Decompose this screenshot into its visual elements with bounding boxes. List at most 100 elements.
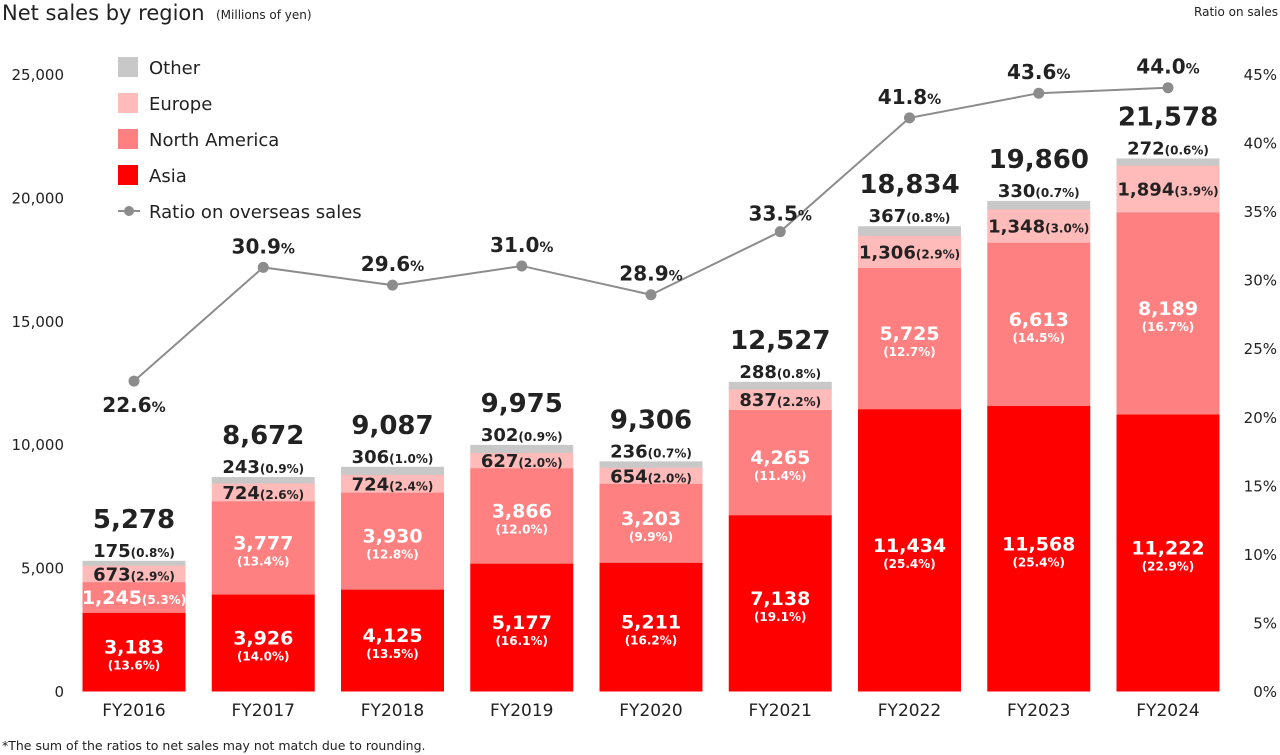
ratio-label: 28.9% <box>619 262 682 286</box>
bar-segment-asia <box>728 514 832 692</box>
bar-segment-north-america <box>211 500 315 595</box>
bar-segment-other <box>470 444 574 453</box>
segment-ratio-label: (25.4%) <box>883 557 936 571</box>
ratio-label: 43.6% <box>1007 60 1070 84</box>
segment-value-label: 5,177 <box>492 612 552 634</box>
legend-swatch <box>118 165 138 185</box>
segment-ratio-label: (16.2%) <box>625 634 678 648</box>
x-category-label: FY2022 <box>878 701 941 721</box>
bar-segment-europe <box>82 565 186 583</box>
segment-value-label: 654(2.0%) <box>610 466 692 487</box>
bar-segment-europe <box>987 209 1091 243</box>
left-axis: 0 5,000 10,000 15,000 20,000 25,000 <box>12 66 65 701</box>
ratio-point <box>1033 87 1045 99</box>
segment-ratio-label: (12.8%) <box>366 548 419 562</box>
stacked-bars <box>82 158 1220 692</box>
segment-ratio-label: (14.5%) <box>1012 331 1065 345</box>
segment-value-label: 8,189 <box>1138 298 1198 320</box>
segment-ratio-label: (16.1%) <box>495 634 548 648</box>
x-category-label: FY2023 <box>1007 701 1070 721</box>
segment-value-label: 367(0.8%) <box>869 206 951 227</box>
bar-segment-asia <box>470 563 574 692</box>
y-tick-label: 25,000 <box>12 66 65 84</box>
segment-value-label: 627(2.0%) <box>481 451 563 472</box>
ratio-point <box>257 261 269 273</box>
bar-total-label: 8,672 <box>222 421 304 451</box>
segment-value-label: 272(0.6%) <box>1127 138 1209 159</box>
footnote: *The sum of the ratios to net sales may … <box>2 738 426 753</box>
y2-tick-label: 35% <box>1244 203 1277 221</box>
segment-value-label: 236(0.7%) <box>610 441 692 462</box>
x-axis-categories: FY2016 FY2017 FY2018 FY2019 FY2020 FY2021 FY20… <box>102 701 1199 721</box>
legend-swatch <box>118 57 138 77</box>
y-tick-label: 0 <box>54 683 64 701</box>
legend-label: Europe <box>149 94 212 115</box>
overseas-ratio-line <box>128 82 1174 387</box>
segment-ratio-label: (19.1%) <box>754 610 807 624</box>
bar-segment-other <box>728 381 832 390</box>
bar-total-label: 5,278 <box>93 505 175 535</box>
bar-total-label: 9,975 <box>481 389 563 419</box>
segment-ratio-label: (16.7%) <box>1142 320 1195 334</box>
bar-segment-europe <box>341 474 444 493</box>
x-category-label: FY2020 <box>619 701 682 721</box>
ratio-point <box>1162 82 1174 94</box>
segment-value-label: 3,183 <box>104 637 164 659</box>
y2-tick-label: 45% <box>1244 66 1277 84</box>
y-tick-label: 20,000 <box>12 189 65 207</box>
segment-value-label: 175(0.8%) <box>93 541 175 562</box>
y2-tick-label: 10% <box>1244 546 1277 564</box>
bar-segment-asia <box>987 405 1091 692</box>
segment-value-label: 1,894(3.9%) <box>1117 180 1218 201</box>
bar-segment-europe <box>470 452 574 469</box>
bar-segment-other <box>858 226 961 236</box>
bar-segment-north-america <box>599 483 703 563</box>
segment-value-label: 11,568 <box>1002 533 1075 555</box>
segment-value-label: 3,926 <box>233 628 293 650</box>
segment-value-label: 1,306(2.9%) <box>859 242 960 263</box>
ratio-point <box>516 260 528 272</box>
segment-ratio-label: (9.9%) <box>629 530 673 544</box>
chart-title: Net sales by region <box>2 1 205 25</box>
segment-value-label: 1,348(3.0%) <box>988 217 1089 238</box>
bar-segment-other <box>341 466 444 475</box>
segment-ratio-label: (13.4%) <box>237 554 290 568</box>
segment-value-label: 837(2.2%) <box>739 390 821 411</box>
x-category-label: FY2017 <box>232 701 295 721</box>
segment-ratio-label: (13.6%) <box>108 659 161 673</box>
segment-value-label: 5,211 <box>621 612 681 634</box>
x-category-label: FY2019 <box>490 701 553 721</box>
legend-label: North America <box>149 130 279 151</box>
segment-value-label: 243(0.9%) <box>222 457 304 478</box>
bar-segment-north-america <box>470 467 574 564</box>
ratio-label: 33.5% <box>749 202 812 226</box>
ratio-point <box>774 226 786 238</box>
bar-total-label: 12,527 <box>730 326 830 356</box>
legend-label: Other <box>149 58 201 79</box>
segment-ratio-label: (12.0%) <box>495 523 548 537</box>
x-category-label: FY2016 <box>102 701 165 721</box>
bar-total-label: 21,578 <box>1118 102 1218 132</box>
segment-value-label: 3,203 <box>621 508 681 530</box>
bar-total-label: 18,834 <box>859 170 959 200</box>
y-tick-label: 5,000 <box>21 560 64 578</box>
bar-segment-other <box>987 200 1091 210</box>
segment-value-label: 5,725 <box>879 323 939 345</box>
segment-ratio-label: (12.7%) <box>883 345 936 359</box>
segment-value-label: 330(0.7%) <box>998 181 1080 202</box>
x-category-label: FY2018 <box>361 701 424 721</box>
bar-segment-europe <box>599 467 703 484</box>
y2-tick-label: 30% <box>1244 272 1277 290</box>
bar-segment-europe <box>858 235 961 269</box>
legend-swatch <box>118 93 138 113</box>
bar-segment-other <box>1116 158 1220 166</box>
segment-value-label: 724(2.4%) <box>352 474 434 495</box>
bar-total-label: 9,087 <box>351 411 433 441</box>
segment-value-label: 3,930 <box>362 526 422 548</box>
bar-segment-north-america <box>728 409 832 516</box>
segment-value-label: 7,138 <box>750 588 810 610</box>
bar-segment-asia <box>1116 414 1220 692</box>
segment-value-label: 288(0.8%) <box>739 362 821 383</box>
bar-segment-other <box>599 461 703 468</box>
